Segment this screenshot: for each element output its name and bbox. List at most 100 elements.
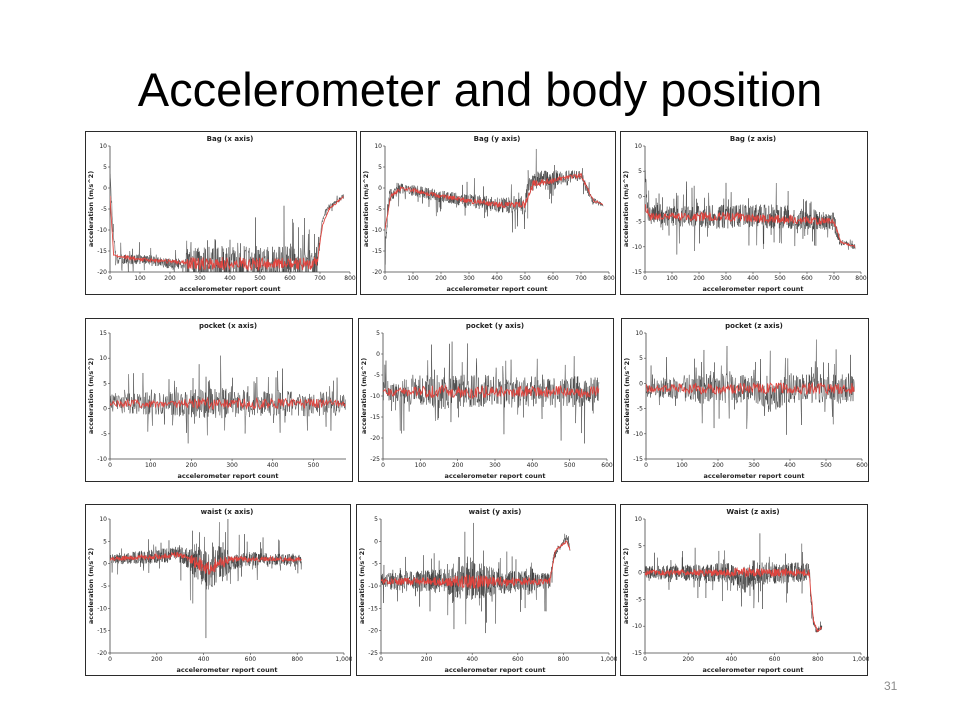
x-tick-label: 200	[186, 462, 198, 469]
y-axis-label: acceleration (m/s^2)	[362, 171, 370, 247]
x-tick-label: 600	[547, 275, 559, 282]
chart-axes	[384, 146, 609, 273]
x-tick-label: 200	[421, 656, 433, 663]
x-tick-label: 1,000	[852, 656, 869, 663]
x-axis-label: accelerometer report count	[180, 285, 281, 293]
series-smoothed-line	[385, 172, 604, 230]
x-tick-label: 300	[720, 275, 732, 282]
x-tick-label: 100	[145, 462, 157, 469]
x-tick-label: 400	[224, 275, 236, 282]
y-tick-label: -5	[372, 561, 378, 568]
x-tick-label: 0	[108, 462, 112, 469]
y-tick-label: -5	[636, 596, 642, 603]
x-axis-label: accelerometer report count	[703, 666, 804, 674]
x-tick-label: 500	[519, 275, 531, 282]
x-tick-label: 0	[644, 462, 648, 469]
y-tick-label: 0	[374, 538, 378, 545]
x-tick-label: 400	[784, 462, 796, 469]
y-axis-label: acceleration (m/s^2)	[360, 358, 368, 434]
x-tick-label: 0	[108, 275, 112, 282]
x-tick-label: 400	[726, 656, 738, 663]
y-tick-label: 10	[634, 516, 642, 523]
chart-title: waist (y axis)	[469, 508, 522, 516]
y-axis-label: acceleration (m/s^2)	[623, 358, 631, 434]
x-tick-label: 0	[643, 656, 647, 663]
series-raw-line	[383, 341, 600, 444]
chart-svg-waist-y: waist (y axis) 0 200 400 600 800 1,000 -25 -20 -1…	[358, 508, 617, 674]
x-tick-label: 800	[344, 275, 356, 282]
x-tick-label: 700	[314, 275, 326, 282]
chart-title: Bag (y axis)	[474, 135, 521, 143]
x-tick-label: 0	[381, 462, 385, 469]
x-tick-label: 400	[267, 462, 279, 469]
y-tick-label: 0	[639, 380, 643, 387]
chart-panel-bag-y: Bag (y axis) 0 100 200 300 400 500 600 700 800 -20…	[360, 131, 616, 295]
y-tick-label: -10	[97, 227, 107, 234]
y-tick-label: -20	[97, 269, 107, 276]
x-tick-label: 300	[489, 462, 501, 469]
y-tick-label: -5	[101, 431, 107, 438]
y-tick-label: -15	[372, 248, 382, 255]
y-tick-label: 10	[635, 330, 643, 337]
chart-svg-bag-z: Bag (z axis)0 100 200 300 400 500 600 700 800-15…	[622, 135, 867, 293]
y-tick-label: -15	[97, 248, 107, 255]
y-tick-label: -15	[368, 605, 378, 612]
y-tick-label: 10	[99, 355, 107, 362]
y-tick-label: 0	[376, 351, 380, 358]
y-tick-label: -10	[372, 227, 382, 234]
chart-svg-bag-x: Bag (x axis)0 100 200 300 400 500 600 700 800-20…	[87, 135, 356, 293]
x-tick-label: 700	[575, 275, 587, 282]
slide-title: Accelerometer and body position	[137, 63, 823, 116]
chart-title: Bag (x axis)	[207, 135, 254, 143]
y-tick-label: 15	[99, 330, 107, 337]
chart-title: waist (x axis)	[201, 508, 254, 516]
y-tick-label: -15	[370, 414, 380, 421]
x-tick-label: 800	[558, 656, 570, 663]
chart-panel-waist-x: waist (x axis) 0 200 400 600 800 1,000 -20 -15 -1…	[85, 504, 352, 676]
chart-panel-pocket-z: pocket (z axis) 0 100 200 300 400 500 600 -15 -10…	[621, 318, 869, 482]
x-tick-label: 700	[828, 275, 840, 282]
chart-svg-pocket-z: pocket (z axis)0 100 200 300 400 500 600-15-10…	[623, 322, 868, 480]
x-axis-label: accelerometer report count	[178, 472, 279, 480]
x-tick-label: 600	[284, 275, 296, 282]
x-axis-label: accelerometer report count	[445, 666, 546, 674]
y-tick-label: -5	[101, 206, 107, 213]
y-tick-label: -10	[632, 244, 642, 251]
y-tick-label: -20	[372, 269, 382, 276]
x-axis-label: accelerometer report count	[703, 285, 804, 293]
y-tick-label: 5	[638, 543, 642, 550]
x-tick-label: 400	[527, 462, 539, 469]
x-tick-label: 400	[466, 656, 478, 663]
x-axis-label: accelerometer report count	[447, 285, 548, 293]
series-raw-line	[110, 355, 346, 444]
y-tick-label: -10	[97, 605, 107, 612]
series-raw-line	[385, 148, 604, 265]
x-axis-label: accelerometer report count	[704, 472, 805, 480]
x-axis-label: accelerometer report count	[177, 666, 278, 674]
x-tick-label: 0	[108, 656, 112, 663]
series-smoothed-line	[646, 381, 855, 396]
y-tick-label: 0	[638, 570, 642, 577]
y-tick-label: 5	[374, 516, 378, 523]
x-tick-label: 300	[226, 462, 238, 469]
x-tick-label: 800	[291, 656, 303, 663]
y-tick-label: 0	[378, 185, 382, 192]
y-tick-label: -20	[370, 435, 380, 442]
x-tick-label: 500	[774, 275, 786, 282]
y-tick-label: 10	[634, 143, 642, 150]
slide-number: 31	[884, 679, 898, 693]
y-tick-label: 0	[103, 406, 107, 413]
y-axis-label: acceleration (m/s^2)	[87, 548, 95, 624]
chart-panel-pocket-y: pocket (y axis) 0 100 200 300 400 500 600 -25 -20…	[358, 318, 614, 482]
chart-title: pocket (x axis)	[199, 322, 257, 330]
x-tick-label: 600	[601, 462, 613, 469]
y-tick-label: -10	[632, 623, 642, 630]
chart-title: Waist (z axis)	[726, 508, 779, 516]
x-tick-label: 100	[676, 462, 688, 469]
x-tick-label: 200	[682, 656, 694, 663]
y-tick-label: -20	[97, 650, 107, 657]
y-tick-label: 5	[103, 164, 107, 171]
chart-svg-waist-z: Waist (z axis) 0 200 400 600 800 1,000 -15 -10 -5…	[622, 508, 869, 674]
y-tick-label: 5	[638, 168, 642, 175]
chart-panel-bag-x: Bag (x axis) 0 100 200 300 400 500 600 700 800 -20…	[85, 131, 357, 295]
